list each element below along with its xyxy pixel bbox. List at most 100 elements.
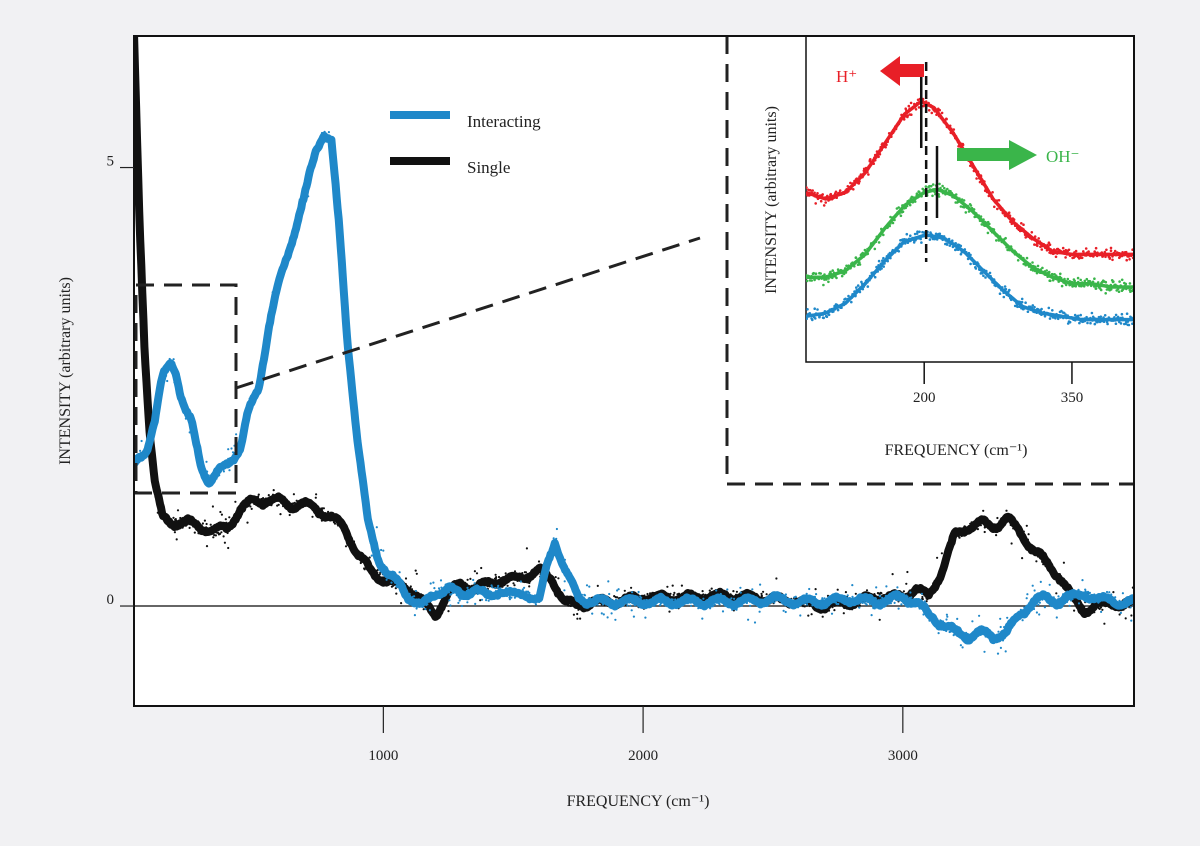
data-point [1105, 248, 1108, 252]
data-point [205, 522, 208, 526]
data-point [945, 618, 948, 621]
data-point [626, 604, 629, 607]
data-point [1036, 244, 1039, 248]
data-point [803, 605, 806, 608]
data-point [272, 489, 275, 492]
data-point [617, 588, 620, 591]
data-point [858, 606, 861, 609]
data-point [1083, 279, 1087, 283]
data-point [1030, 231, 1034, 234]
data-point [831, 269, 834, 272]
data-point [782, 609, 785, 612]
data-point [905, 582, 908, 585]
data-point [227, 546, 230, 550]
data-point [899, 214, 903, 218]
data-point [267, 494, 270, 497]
data-point [1120, 278, 1124, 282]
data-point [702, 597, 705, 600]
data-point [519, 580, 523, 583]
data-point [1129, 606, 1132, 609]
data-point [1099, 315, 1103, 319]
data-point [726, 588, 729, 591]
data-point [480, 566, 483, 570]
data-point [974, 267, 978, 270]
data-point [802, 605, 805, 608]
data-point [897, 250, 901, 253]
data-point [921, 595, 924, 599]
data-point [999, 625, 1002, 629]
data-point [811, 189, 814, 192]
data-point [398, 571, 401, 574]
data-point [1025, 256, 1029, 260]
data-point [929, 184, 933, 188]
data-point [1047, 270, 1051, 274]
data-point [902, 590, 906, 593]
data-point [473, 582, 476, 585]
data-point [315, 493, 318, 496]
data-point [806, 279, 809, 283]
data-point [794, 595, 797, 598]
data-point [1020, 297, 1024, 301]
data-point [537, 560, 541, 563]
data-point [815, 593, 818, 596]
data-point [1077, 602, 1081, 605]
data-point [140, 439, 143, 443]
data-point [814, 272, 818, 276]
data-point [457, 601, 460, 605]
data-point [314, 496, 317, 499]
data-point [458, 599, 461, 602]
data-point [193, 531, 196, 534]
data-point [222, 470, 225, 473]
data-point [1021, 557, 1024, 560]
data-point [875, 586, 878, 589]
data-point [630, 609, 633, 612]
data-point [449, 604, 452, 607]
data-point [996, 652, 1000, 655]
data-point [983, 530, 986, 534]
data-point [739, 586, 742, 589]
data-point [249, 505, 252, 508]
data-point [920, 592, 924, 595]
data-point [1128, 258, 1131, 261]
data-point [852, 188, 855, 191]
data-point [1048, 583, 1051, 586]
data-point [1037, 237, 1040, 240]
data-point [322, 507, 325, 510]
data-point [614, 618, 617, 621]
data-point [866, 285, 870, 288]
data-point [838, 189, 842, 192]
data-point [865, 589, 869, 592]
data-point [943, 186, 946, 190]
data-point [392, 584, 395, 587]
data-point [931, 194, 934, 198]
data-point [333, 522, 337, 525]
data-point [946, 615, 949, 618]
data-point [850, 300, 853, 304]
data-point [821, 193, 824, 196]
data-point [993, 205, 996, 209]
data-point [856, 284, 860, 287]
data-point [174, 518, 177, 521]
data-point [525, 547, 529, 550]
data-point [718, 603, 721, 606]
data-point [494, 587, 497, 590]
data-point [1021, 619, 1024, 622]
data-point [946, 187, 949, 191]
data-point [810, 279, 813, 282]
data-point [668, 610, 671, 613]
data-point [1005, 509, 1008, 512]
data-point [1038, 613, 1041, 616]
data-point [644, 616, 647, 619]
data-point [1087, 250, 1090, 253]
data-point [753, 621, 757, 624]
data-point [211, 505, 214, 508]
y-tick-label: 0 [107, 592, 115, 608]
data-point [1086, 321, 1089, 325]
data-point [616, 596, 619, 599]
data-point [508, 598, 511, 601]
data-point [1081, 579, 1084, 582]
data-point [201, 522, 204, 525]
data-point [997, 630, 1000, 633]
data-point [422, 608, 425, 611]
